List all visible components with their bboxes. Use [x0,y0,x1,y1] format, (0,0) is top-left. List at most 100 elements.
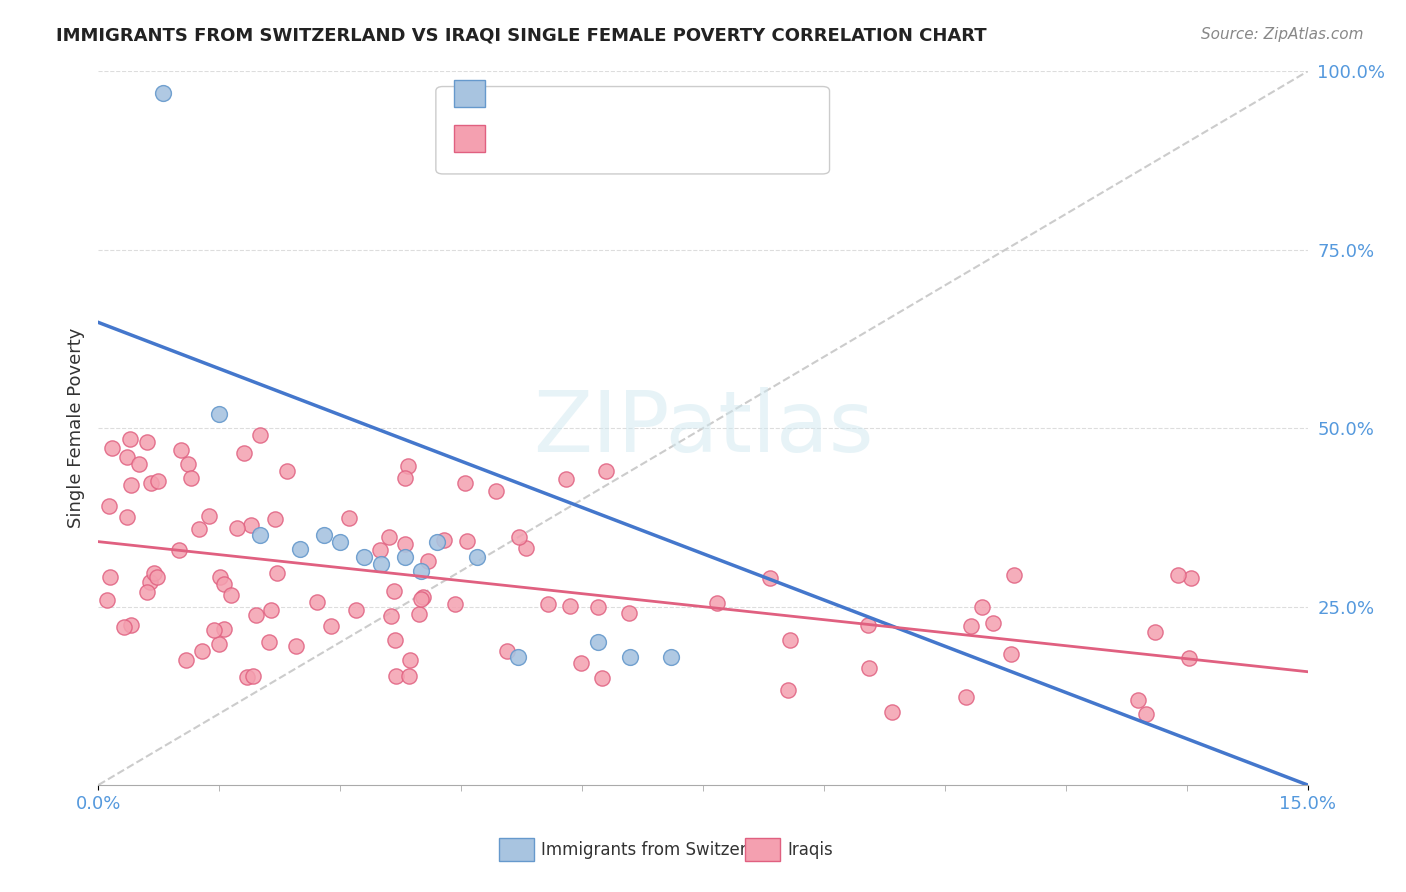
Point [537,597,560,611]
Point [496,644,519,658]
Point [382,584,405,599]
Text: Iraqis: Iraqis [787,841,834,859]
Point [981,616,1004,631]
Point [485,483,508,498]
Point [591,672,613,686]
Point [170,443,193,458]
Point [1167,568,1189,582]
Point [370,557,392,571]
Point [408,607,430,621]
Point [319,619,342,633]
Point [586,599,609,614]
Point [288,542,311,557]
Point [257,634,280,648]
Point [135,585,157,599]
Point [385,669,408,683]
Point [465,549,488,564]
Point [305,595,328,609]
Point [619,607,641,621]
Point [212,622,235,636]
Point [112,620,135,634]
Point [659,649,682,664]
Point [380,608,402,623]
Point [120,478,142,492]
Point [569,657,592,671]
Point [619,649,641,664]
Point [221,588,243,602]
Point [1144,624,1167,639]
Point [276,464,298,478]
Point [191,643,214,657]
Point [394,471,416,485]
Point [146,475,169,489]
Point [180,471,202,485]
Point [444,598,467,612]
Point [128,457,150,471]
Point [555,472,578,486]
Text: R =: R = [496,95,536,113]
Text: 0.314: 0.314 [531,95,588,113]
Text: IMMIGRANTS FROM SWITZERLAND VS IRAQI SINGLE FEMALE POVERTY CORRELATION CHART: IMMIGRANTS FROM SWITZERLAND VS IRAQI SIN… [56,27,987,45]
Point [100,441,122,455]
Point [177,457,200,471]
Point [384,632,406,647]
Point [176,653,198,667]
Point [245,607,267,622]
Point [409,592,432,607]
Text: 99: 99 [626,138,651,156]
Text: 16: 16 [626,95,651,113]
Point [506,649,529,664]
Point [1128,693,1150,707]
Point [98,570,121,584]
Point [398,653,420,667]
Point [346,603,368,617]
Point [778,683,800,698]
Point [208,569,231,583]
Point [779,632,801,647]
Point [135,434,157,449]
Point [1178,651,1201,665]
Point [515,541,537,556]
Point [249,428,271,442]
Point [188,522,211,536]
Point [1000,647,1022,661]
Point [1135,706,1157,721]
Point [706,596,728,610]
Point [142,566,165,581]
Point [264,512,287,526]
Point [139,476,162,491]
Point [329,535,352,549]
Point [396,459,419,474]
Point [558,599,581,614]
Point [368,543,391,558]
Point [508,530,530,544]
Point [167,543,190,558]
Point [394,537,416,551]
Point [433,533,456,548]
Point [409,564,432,578]
Point [970,600,993,615]
Text: ZIPatlas: ZIPatlas [533,386,873,470]
Point [266,566,288,580]
Text: Immigrants from Switzerland: Immigrants from Switzerland [541,841,783,859]
Point [240,518,263,533]
Point [202,623,225,637]
Point [226,521,249,535]
Point [249,528,271,542]
Text: 0.141: 0.141 [531,138,588,156]
Point [139,574,162,589]
Point [260,603,283,617]
Point [418,554,440,568]
Point [198,509,221,524]
Point [353,549,375,564]
Point [120,618,142,632]
Point [426,535,449,549]
Point [97,499,120,513]
Point [115,450,138,464]
Point [759,571,782,585]
Point [1180,571,1202,585]
Point [960,619,983,633]
Point [880,705,903,719]
Point [955,690,977,704]
Point [212,576,235,591]
